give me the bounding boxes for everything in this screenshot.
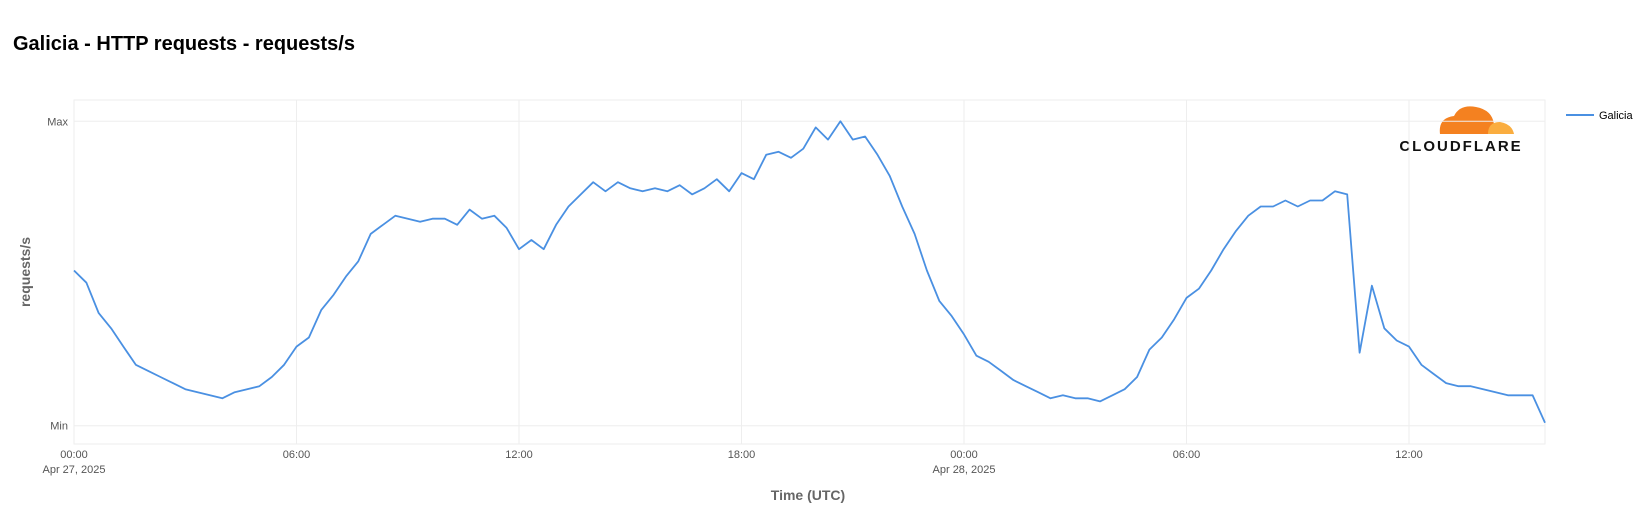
series-line [73,120,1546,424]
logo-text: CLOUDFLARE [1399,138,1522,155]
plot-area [73,99,1546,445]
chart-title: Galicia - HTTP requests - requests/s [13,33,355,55]
x-axis-label: Time (UTC) [771,487,845,503]
logo-cloud-small [1488,122,1514,134]
y-axis-label: requests/s [17,237,33,307]
logo: CLOUDFLARE [1399,106,1522,155]
x-tick-label: 06:00 [1173,449,1201,461]
x-tick-label: 18:00 [728,449,756,461]
x-tick-label: 12:00 [505,449,533,461]
x-tick-date: Apr 28, 2025 [933,464,996,476]
y-tick-label: Min [50,421,68,433]
legend-label: Galicia [1599,110,1634,122]
x-tick-label: 00:00 [950,449,978,461]
x-tick-date: Apr 27, 2025 [43,464,106,476]
y-tick-label: Max [47,116,68,128]
x-tick-label: 00:00 [60,449,88,461]
x-tick-label: 12:00 [1395,449,1423,461]
x-tick-label: 06:00 [283,449,311,461]
